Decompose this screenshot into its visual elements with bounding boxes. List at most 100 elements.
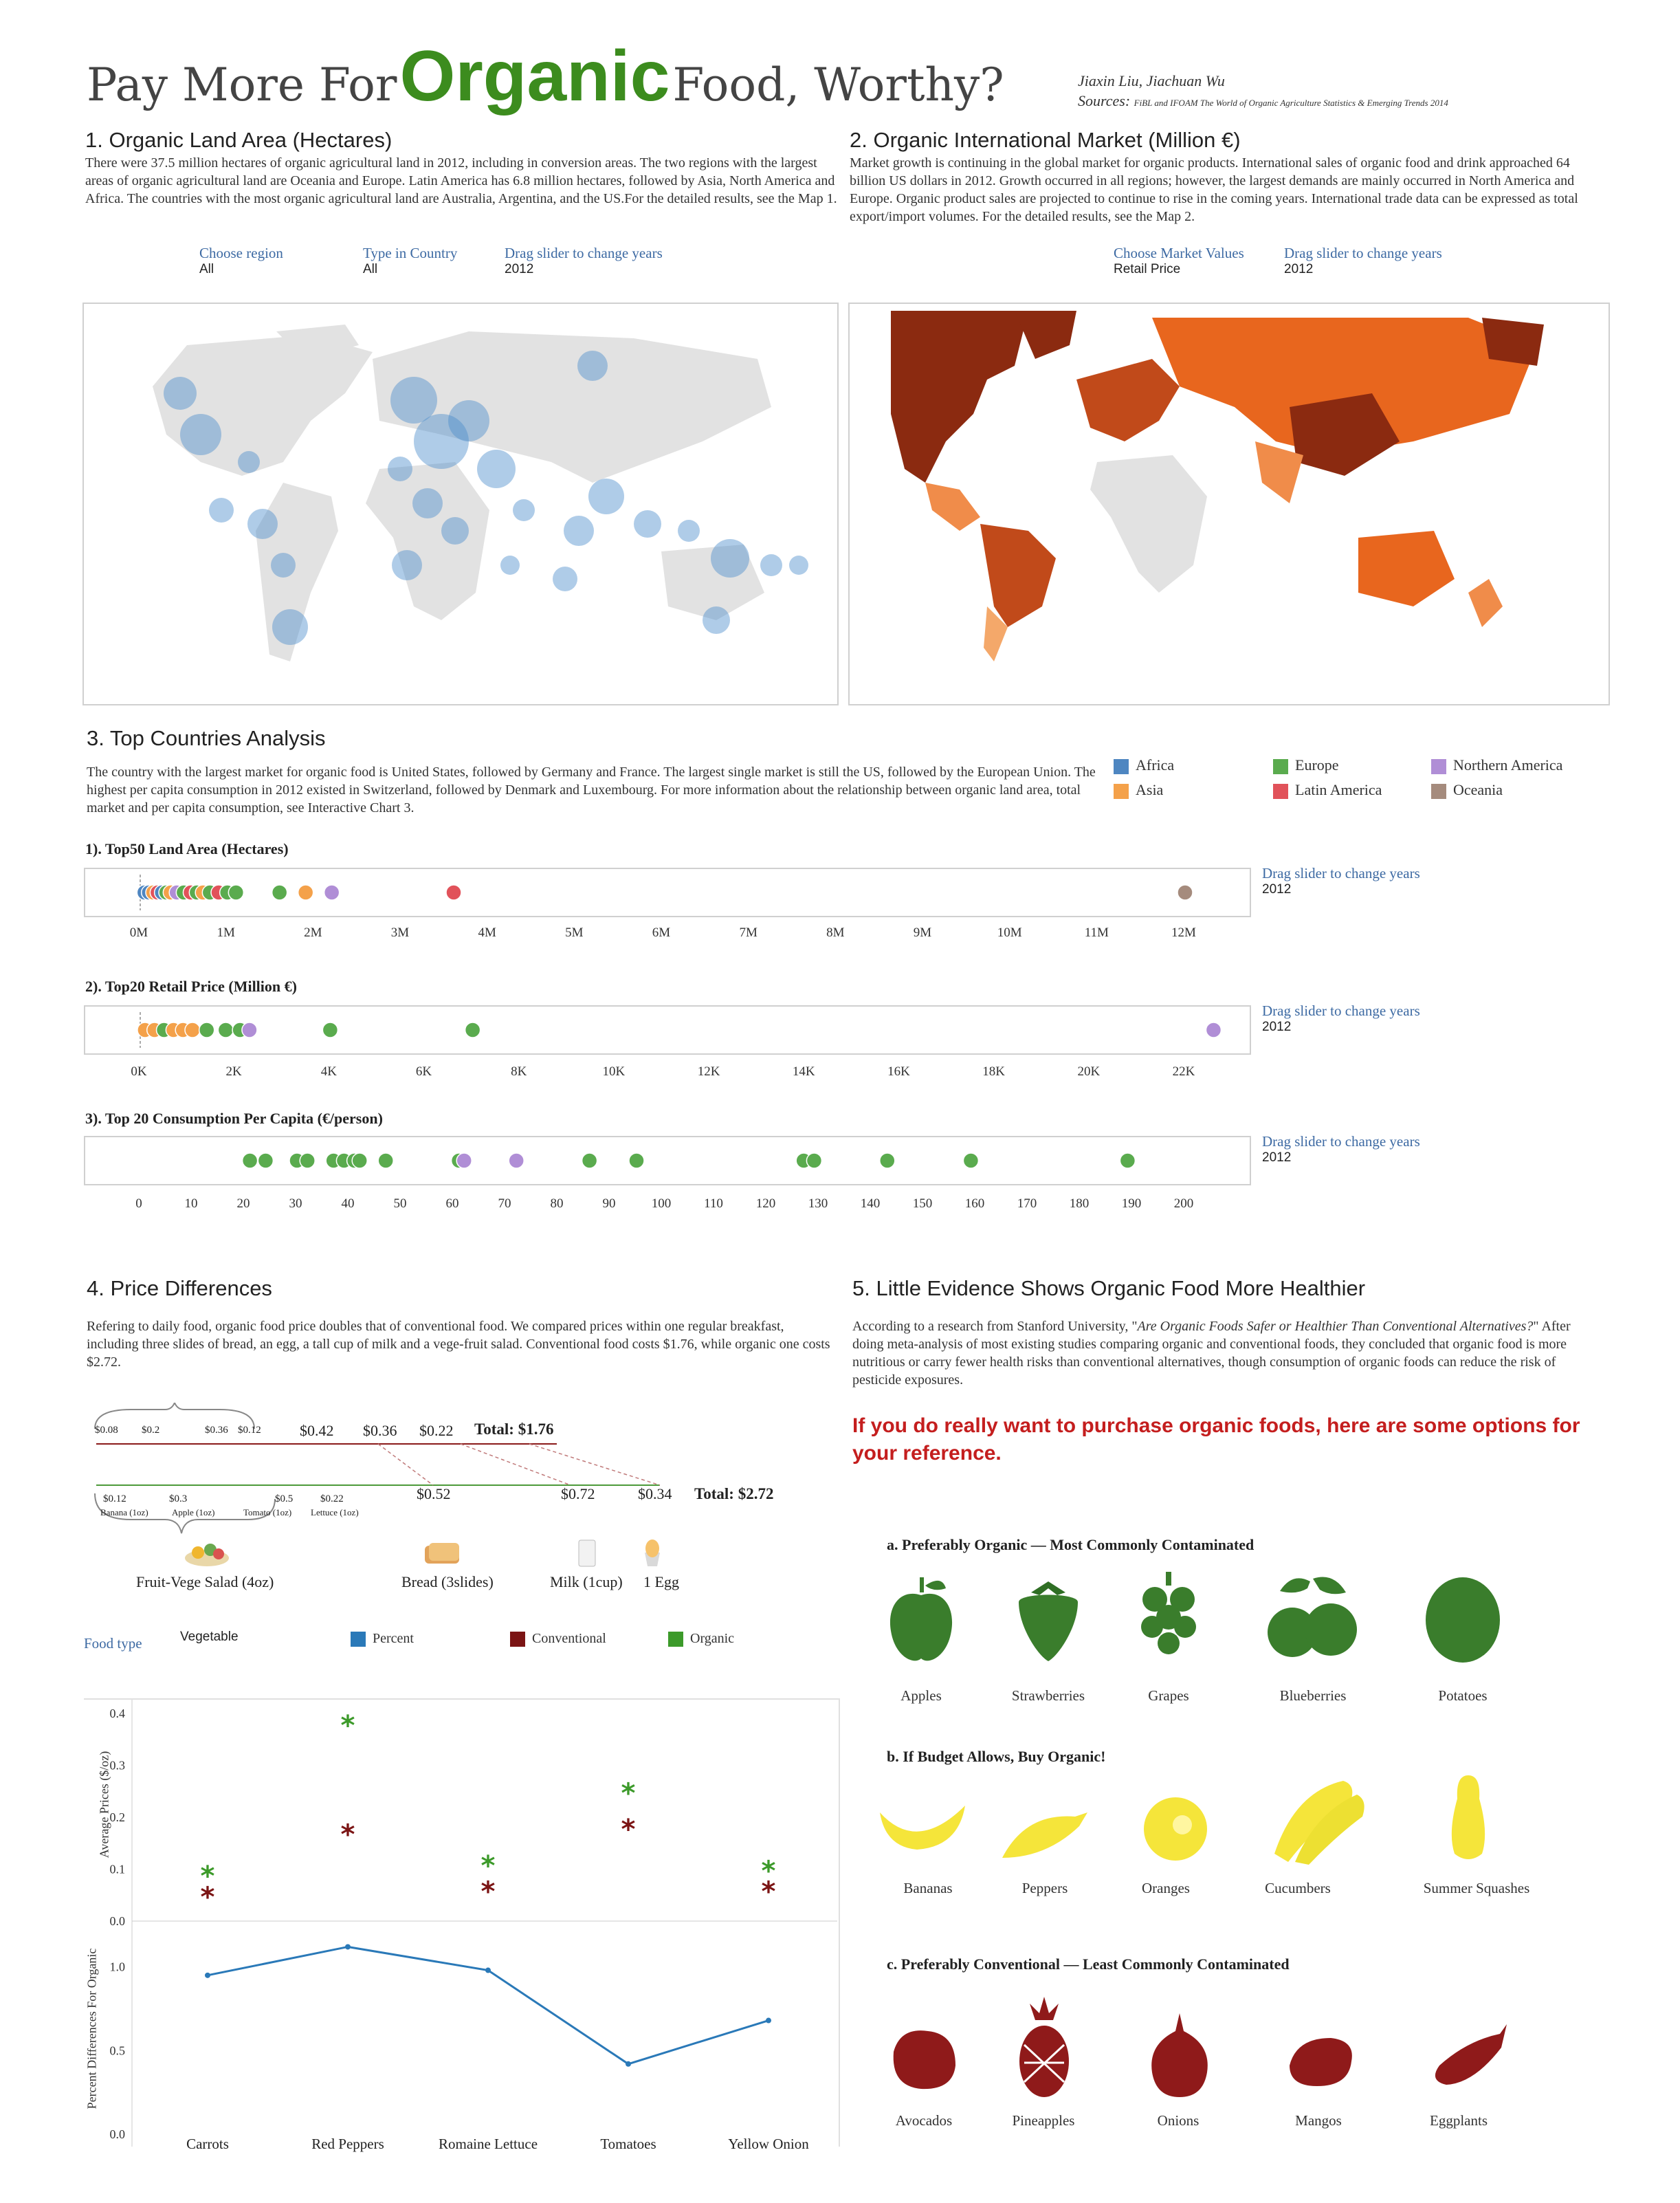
strip3-slider-value[interactable]: 2012 [1262, 1150, 1292, 1165]
market-map[interactable] [848, 303, 1610, 705]
land-area-bubble[interactable] [388, 457, 412, 481]
land-area-bubble[interactable] [164, 377, 197, 410]
legend-oceania[interactable]: Oceania [1431, 781, 1503, 799]
strip2-slider[interactable]: Drag slider to change years 2012 [1262, 1002, 1420, 1035]
country-point[interactable] [1177, 884, 1193, 901]
percent-point[interactable] [626, 2061, 631, 2067]
percent-point[interactable] [345, 1944, 351, 1950]
percent-point[interactable] [766, 2017, 771, 2024]
organic-price-marker[interactable]: * [341, 1710, 355, 1742]
strip2-slider-value[interactable]: 2012 [1262, 1020, 1292, 1034]
country-point[interactable] [297, 884, 314, 901]
land-area-bubble[interactable] [703, 606, 730, 634]
country-point[interactable] [962, 1152, 980, 1169]
strip1-slider[interactable]: Drag slider to change years 2012 [1262, 865, 1420, 897]
food-type-value[interactable]: Vegetable [180, 1630, 239, 1644]
country-point[interactable] [581, 1152, 598, 1169]
year-slider-2-value[interactable]: 2012 [1284, 262, 1314, 276]
region-control[interactable]: Choose region All [199, 245, 283, 277]
conventional-price-marker[interactable]: * [201, 1881, 215, 1913]
country-point[interactable] [241, 1152, 258, 1169]
conventional-price-marker[interactable]: * [621, 1814, 636, 1845]
land-area-bubble[interactable] [500, 556, 520, 575]
strip2-panel[interactable] [84, 1005, 1251, 1055]
conventional-price-marker[interactable]: * [481, 1876, 496, 1908]
conventional-price-marker[interactable]: * [762, 1876, 776, 1908]
legend-organic[interactable]: Organic [668, 1631, 734, 1647]
land-area-bubble[interactable] [209, 498, 234, 523]
country-point[interactable] [184, 1022, 201, 1038]
legend-europe[interactable]: Europe [1273, 756, 1339, 774]
legend-conventional[interactable]: Conventional [510, 1631, 606, 1647]
land-area-bubble[interactable] [477, 450, 516, 488]
land-area-bubble[interactable] [247, 509, 278, 539]
legend-percent[interactable]: Percent [351, 1631, 414, 1647]
country-point[interactable] [351, 1152, 368, 1169]
land-area-bubble[interactable] [238, 451, 260, 473]
organic-price-marker[interactable]: * [481, 1850, 496, 1882]
country-point[interactable] [879, 1152, 896, 1169]
land-area-map[interactable] [82, 303, 839, 705]
land-area-bubble[interactable] [271, 553, 296, 578]
land-area-bubble[interactable] [553, 567, 577, 591]
strip1-slider-value[interactable]: 2012 [1262, 882, 1292, 897]
percent-point[interactable] [205, 1972, 210, 1978]
year-slider-1-value[interactable]: 2012 [505, 262, 534, 276]
organic-price-marker[interactable]: * [621, 1777, 636, 1809]
strip3-slider[interactable]: Drag slider to change years 2012 [1262, 1133, 1420, 1165]
country-control-value[interactable]: All [363, 262, 378, 276]
region-control-value[interactable]: All [199, 262, 214, 276]
land-area-bubble[interactable] [588, 479, 624, 514]
country-point[interactable] [241, 1022, 258, 1038]
country-point[interactable] [322, 1022, 339, 1038]
land-area-bubble[interactable] [711, 539, 749, 578]
strip3-panel[interactable] [84, 1136, 1251, 1185]
legend-latin-america[interactable]: Latin America [1273, 781, 1382, 799]
country-point[interactable] [464, 1022, 481, 1038]
land-area-bubble[interactable] [448, 400, 489, 441]
conventional-price-marker[interactable]: * [341, 1819, 355, 1851]
legend-africa[interactable]: Africa [1114, 756, 1174, 774]
land-area-bubble[interactable] [272, 609, 308, 645]
country-point[interactable] [377, 1152, 394, 1169]
country-point[interactable] [257, 1152, 274, 1169]
country-point[interactable] [806, 1152, 823, 1169]
country-point[interactable] [323, 884, 340, 901]
organic-price-marker[interactable]: * [201, 1861, 215, 1892]
price-chart-frame[interactable]: 0.0 0.1 0.2 0.3 0.4 * * * * * * * * * * 0.0 0.5 1.0 [84, 1698, 840, 2147]
land-area-bubble[interactable] [441, 517, 469, 545]
land-area-bubble[interactable] [513, 499, 535, 521]
legend-asia[interactable]: Asia [1114, 781, 1163, 799]
strip1-panel[interactable] [84, 868, 1251, 917]
year-slider-2[interactable]: Drag slider to change years 2012 [1284, 245, 1442, 277]
land-area-bubble[interactable] [412, 488, 443, 518]
country-control[interactable]: Type in Country All [363, 245, 457, 277]
market-control[interactable]: Choose Market Values Retail Price [1114, 245, 1244, 277]
country-point[interactable] [628, 1152, 645, 1169]
percent-point[interactable] [485, 1967, 491, 1973]
year-slider-1[interactable]: Drag slider to change years 2012 [505, 245, 663, 277]
land-area-bubble[interactable] [789, 556, 808, 575]
country-point[interactable] [456, 1152, 472, 1169]
country-point[interactable] [271, 884, 288, 901]
country-point[interactable] [1205, 1022, 1222, 1038]
organic-price-marker[interactable]: * [762, 1856, 776, 1887]
country-point[interactable] [445, 884, 462, 901]
land-area-bubble[interactable] [760, 554, 782, 576]
land-area-bubble[interactable] [564, 516, 594, 546]
land-area-bubble[interactable] [180, 414, 221, 455]
land-area-bubble[interactable] [414, 414, 469, 469]
land-area-bubble[interactable] [392, 550, 422, 580]
land-area-bubble[interactable] [390, 377, 437, 424]
country-point[interactable] [508, 1152, 524, 1169]
land-area-bubble[interactable] [678, 520, 700, 542]
land-area-bubble[interactable] [577, 351, 608, 381]
land-area-bubble[interactable] [634, 510, 661, 538]
market-control-value[interactable]: Retail Price [1114, 262, 1181, 276]
country-point[interactable] [228, 884, 245, 901]
legend-northern-america[interactable]: Northern America [1431, 756, 1562, 774]
country-point[interactable] [299, 1152, 316, 1169]
country-point[interactable] [217, 1022, 234, 1038]
country-point[interactable] [1119, 1152, 1136, 1169]
country-point[interactable] [198, 1022, 215, 1038]
